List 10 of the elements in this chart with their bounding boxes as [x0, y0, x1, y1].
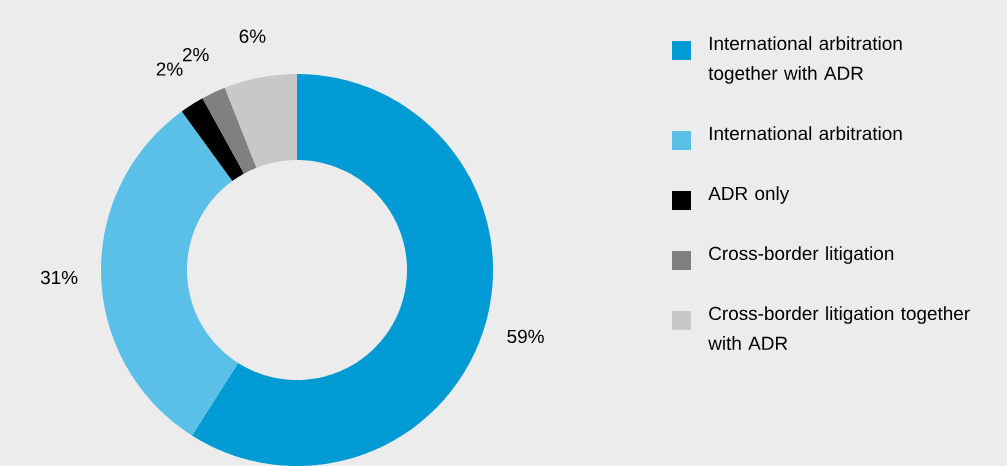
legend-label: Cross-border litigation — [709, 246, 894, 264]
legend-label: ADR only — [708, 186, 790, 204]
data-label: 2% — [182, 47, 209, 62]
data-label: 31% — [40, 270, 78, 285]
data-label: 2% — [156, 62, 183, 76]
legend-label: International arbitration — [709, 126, 902, 141]
data-label: 6% — [239, 29, 266, 43]
legend-label: International arbitration together with ADR — [708, 36, 902, 84]
data-label: 59% — [507, 329, 544, 344]
legend-label: Cross-border litigation together with ADR — [708, 306, 970, 350]
